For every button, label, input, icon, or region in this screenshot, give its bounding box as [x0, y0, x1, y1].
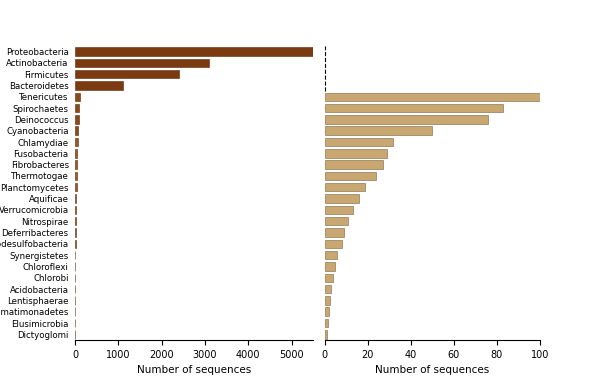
Bar	[325, 138, 394, 146]
Bar	[75, 206, 76, 214]
X-axis label: Number of sequences: Number of sequences	[375, 365, 490, 375]
Bar	[75, 183, 77, 191]
Bar	[325, 194, 359, 203]
Bar	[75, 138, 78, 146]
Bar	[75, 172, 77, 180]
Bar	[325, 206, 353, 214]
Bar	[75, 194, 76, 203]
Bar	[325, 183, 365, 191]
Bar	[75, 228, 76, 237]
Bar	[325, 330, 326, 338]
Bar	[325, 274, 333, 282]
Bar	[75, 104, 79, 112]
Bar	[75, 92, 80, 101]
Bar	[325, 228, 344, 237]
Bar	[325, 251, 337, 259]
Bar	[325, 217, 348, 225]
Bar	[75, 126, 79, 135]
Bar	[325, 319, 328, 327]
Bar	[75, 217, 76, 225]
Bar	[75, 115, 79, 124]
Bar	[325, 285, 331, 293]
Bar	[325, 296, 330, 304]
Bar	[325, 262, 335, 271]
Bar	[75, 58, 209, 67]
Bar	[325, 308, 329, 316]
Bar	[325, 240, 342, 248]
Bar	[75, 47, 313, 56]
Bar	[325, 126, 432, 135]
Bar	[325, 92, 540, 101]
Bar	[325, 104, 503, 112]
Bar	[325, 160, 383, 169]
Bar	[75, 160, 77, 169]
X-axis label: Number of sequences: Number of sequences	[137, 365, 251, 375]
Bar	[75, 149, 77, 157]
Bar	[325, 149, 387, 157]
Bar	[75, 70, 179, 78]
Bar	[75, 81, 122, 90]
Bar	[325, 115, 488, 124]
Bar	[325, 172, 376, 180]
